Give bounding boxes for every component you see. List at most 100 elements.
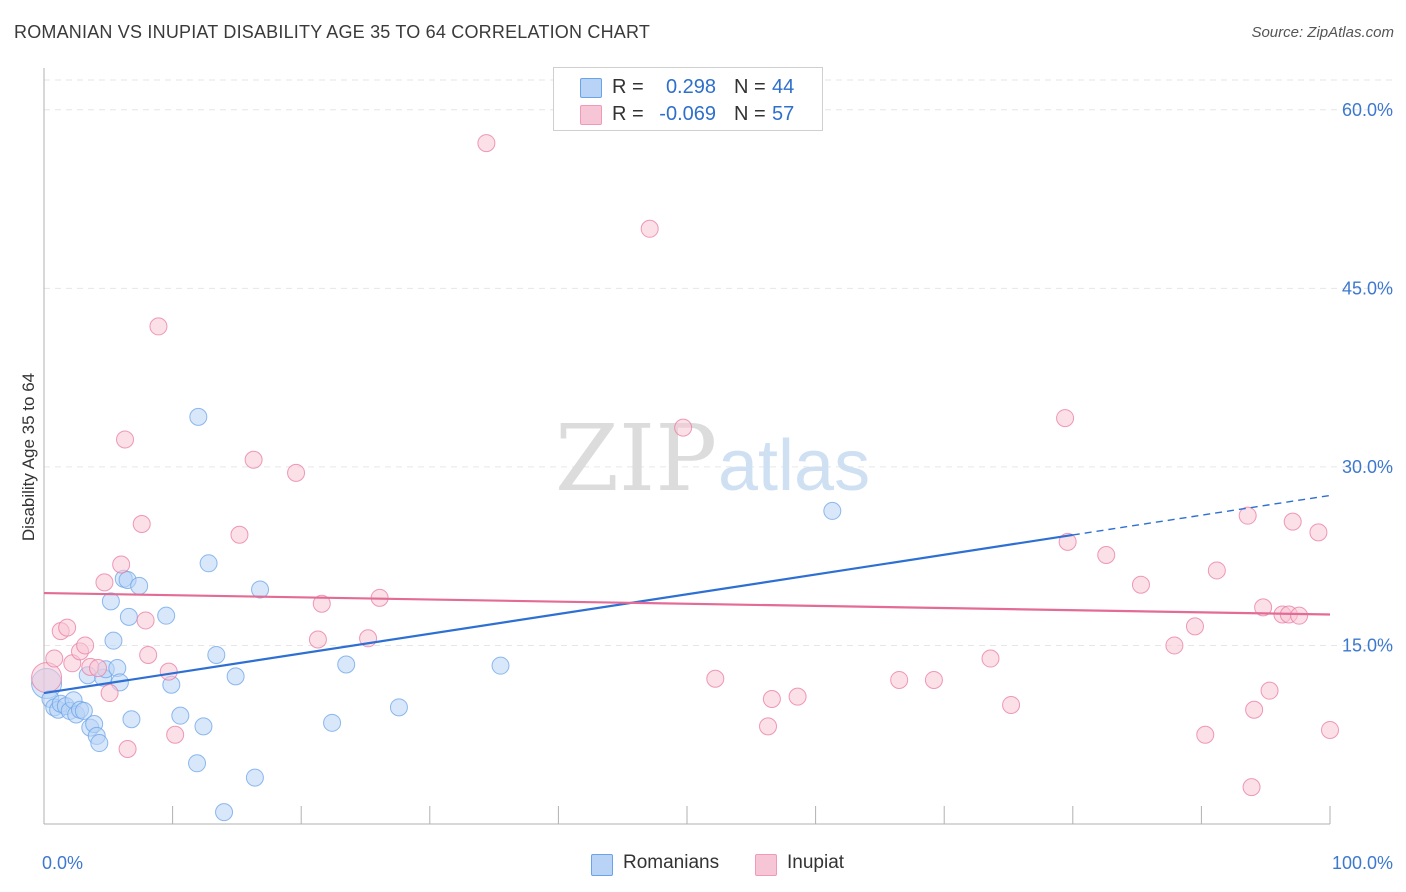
romanians-point xyxy=(171,706,190,725)
romanians-trend-extension xyxy=(1072,494,1331,536)
inupiat-point xyxy=(762,690,781,709)
romanians-point xyxy=(122,710,141,729)
romanians-point xyxy=(90,734,109,753)
inupiat-point xyxy=(159,662,178,681)
inupiat-point xyxy=(1245,700,1264,719)
inupiat-point xyxy=(981,649,1000,668)
trend-lines xyxy=(43,494,1331,695)
inupiat-point xyxy=(89,659,108,678)
romanians-point xyxy=(215,803,234,822)
watermark-atlas: atlas xyxy=(718,426,870,506)
inupiat-point xyxy=(95,573,114,592)
chart-title: ROMANIAN VS INUPIAT DISABILITY AGE 35 TO… xyxy=(14,22,651,42)
legend-label-romanians: Romanians xyxy=(623,852,720,873)
inupiat-point xyxy=(1260,681,1279,700)
romanians-point xyxy=(337,655,356,674)
inupiat-point xyxy=(1290,606,1309,625)
legend-n-label: N = xyxy=(734,103,766,125)
inupiat-point xyxy=(166,725,185,744)
inupiat-point xyxy=(1165,636,1184,655)
inupiat-point xyxy=(149,317,168,336)
inupiat-point xyxy=(674,418,693,437)
inupiat-point xyxy=(477,134,496,153)
romanians-trend-line xyxy=(43,533,1073,695)
romanians-point xyxy=(823,501,842,520)
romanians-point xyxy=(101,592,120,611)
inupiat-point xyxy=(1309,523,1328,542)
legend-r-label: R = xyxy=(612,76,644,98)
inupiat-point xyxy=(45,649,64,668)
inupiat-point xyxy=(788,687,807,706)
inupiat-point xyxy=(287,463,306,482)
inupiat-point xyxy=(1238,506,1257,525)
romanians-point xyxy=(188,754,207,773)
y-tick-label: 15.0% xyxy=(1342,635,1393,655)
legend-swatch-romanians xyxy=(580,78,602,98)
watermark-zip: ZIP xyxy=(555,405,717,512)
romanians-point xyxy=(194,717,213,736)
legend-label-inupiat: Inupiat xyxy=(787,852,845,873)
y-tick-label: 30.0% xyxy=(1342,457,1393,477)
inupiat-point xyxy=(924,670,943,689)
romanians-point xyxy=(245,768,264,787)
legend-r-value: 0.298 xyxy=(665,76,716,98)
gridlines xyxy=(44,79,1392,646)
legend-n-label: N = xyxy=(734,76,766,98)
inupiat-point xyxy=(118,740,137,759)
inupiat-point xyxy=(706,669,725,688)
inupiat-point xyxy=(308,630,327,649)
legend-row-romanians: R = 0.298 N = 44 xyxy=(554,73,822,103)
legend-n-value: 57 xyxy=(772,103,795,125)
inupiat-point xyxy=(100,684,119,703)
inupiat-point xyxy=(58,618,77,637)
legend-swatch-inupiat xyxy=(755,854,777,876)
inupiat-point xyxy=(230,525,249,544)
romanians-point xyxy=(130,576,149,595)
inupiat-trend-line xyxy=(43,591,1331,616)
inupiat-point xyxy=(112,555,131,574)
y-tick-label: 45.0% xyxy=(1342,278,1393,298)
inupiat-point xyxy=(312,594,331,613)
legend-swatch-romanians xyxy=(591,854,613,876)
romanians-point xyxy=(189,407,208,426)
x-tick-label-min: 0.0% xyxy=(42,853,83,873)
y-tick-label: 60.0% xyxy=(1342,100,1393,120)
romanians-point xyxy=(323,713,342,732)
inupiat-point xyxy=(1254,598,1273,617)
inupiat-point xyxy=(1207,561,1226,580)
inupiat-point xyxy=(136,611,155,630)
romanians-point xyxy=(389,698,408,717)
stats-legend: R = 0.298 N = 44 R = -0.069 N = 57 xyxy=(553,67,823,131)
legend-row-inupiat: R = -0.069 N = 57 xyxy=(554,100,822,130)
inupiat-point xyxy=(244,450,263,469)
inupiat-point xyxy=(1242,778,1261,797)
romanians-point xyxy=(157,606,176,625)
inupiat-point xyxy=(1058,532,1077,551)
inupiat-point xyxy=(890,670,909,689)
inupiat-point xyxy=(640,219,659,238)
inupiat-point xyxy=(1283,512,1302,531)
romanians-point xyxy=(207,645,226,664)
romanians-point xyxy=(104,631,123,650)
inupiat-point xyxy=(1097,545,1116,564)
data-points xyxy=(31,134,1339,822)
romanians-point xyxy=(199,554,218,573)
inupiat-point xyxy=(1321,720,1339,739)
legend-r-label: R = xyxy=(612,103,644,125)
x-tick-label-max: 100.0% xyxy=(1332,853,1393,873)
romanians-point xyxy=(74,701,93,720)
romanians-point xyxy=(491,656,510,675)
inupiat-point xyxy=(1185,617,1204,636)
legend-r-value: -0.069 xyxy=(659,103,716,125)
inupiat-point xyxy=(759,717,778,736)
inupiat-point xyxy=(76,636,95,655)
legend-swatch-inupiat xyxy=(580,105,602,125)
inupiat-point xyxy=(1131,575,1150,594)
inupiat-point xyxy=(132,515,151,534)
romanians-point xyxy=(226,667,245,686)
y-axis-label: Disability Age 35 to 64 xyxy=(19,373,38,541)
inupiat-point xyxy=(116,430,135,449)
y-tick-labels: 15.0% 30.0% 45.0% 60.0% xyxy=(1342,100,1393,656)
source-note: Source: ZipAtlas.com xyxy=(1251,24,1394,41)
